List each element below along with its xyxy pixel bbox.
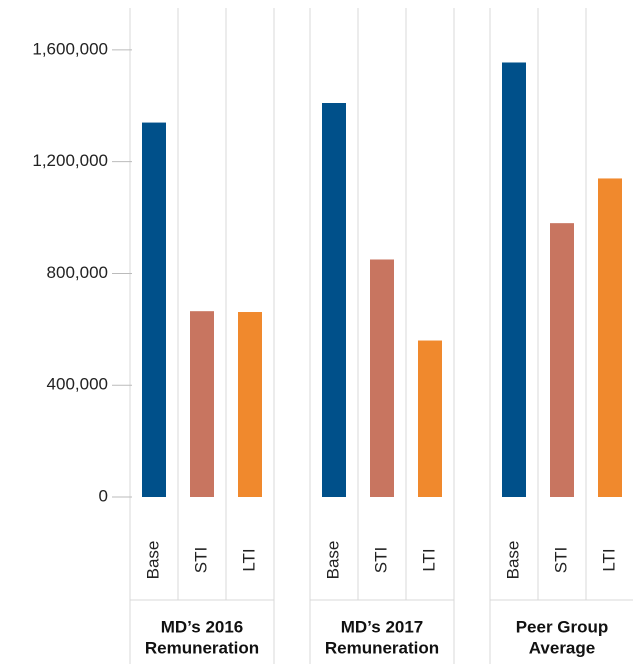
bar: [142, 122, 166, 498]
bar-label: STI: [371, 547, 390, 573]
bar: [598, 178, 622, 498]
bar: [238, 312, 262, 497]
group-label: Remuneration: [325, 638, 439, 657]
bar-label: STI: [551, 547, 570, 573]
group-label: Peer Group: [516, 617, 609, 636]
bar: [418, 340, 442, 497]
separators: [129, 8, 633, 664]
bar-label: LTI: [599, 548, 618, 571]
bar: [370, 259, 394, 497]
y-tick-label: 1,600,000: [32, 39, 108, 58]
bar-label: Base: [143, 541, 162, 580]
y-tick-label: 800,000: [47, 263, 108, 282]
bar: [190, 311, 214, 497]
bar: [550, 223, 574, 497]
group-label: Remuneration: [145, 638, 259, 657]
y-tick-label: 1,200,000: [32, 151, 108, 170]
group-label: MD’s 2016: [161, 617, 244, 636]
bar-label: STI: [191, 547, 210, 573]
bar-label: Base: [323, 541, 342, 580]
y-tick-label: 0: [99, 486, 108, 505]
bar: [502, 62, 526, 497]
bar-label: LTI: [419, 548, 438, 571]
bar-label: LTI: [239, 548, 258, 571]
y-tick-label: 400,000: [47, 375, 108, 394]
bar-label: Base: [503, 541, 522, 580]
group-label: MD’s 2017: [341, 617, 424, 636]
group-label: Average: [529, 638, 595, 657]
bar: [322, 103, 346, 498]
